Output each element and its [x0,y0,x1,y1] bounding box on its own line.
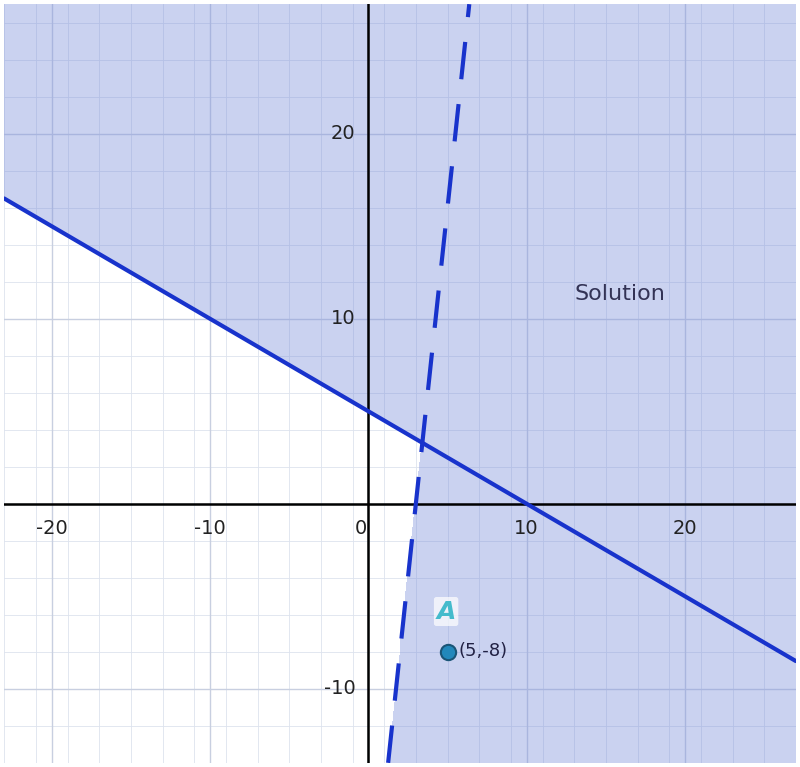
Text: (5,-8): (5,-8) [458,641,508,660]
Text: Solution: Solution [574,285,665,304]
Text: A: A [437,600,456,624]
Text: 20: 20 [673,518,698,538]
Text: -10: -10 [194,518,226,538]
Text: 0: 0 [354,518,366,538]
Text: 20: 20 [331,124,356,143]
Text: -20: -20 [36,518,67,538]
Text: -10: -10 [324,680,356,698]
Text: 10: 10 [514,518,539,538]
Text: 10: 10 [331,309,356,328]
